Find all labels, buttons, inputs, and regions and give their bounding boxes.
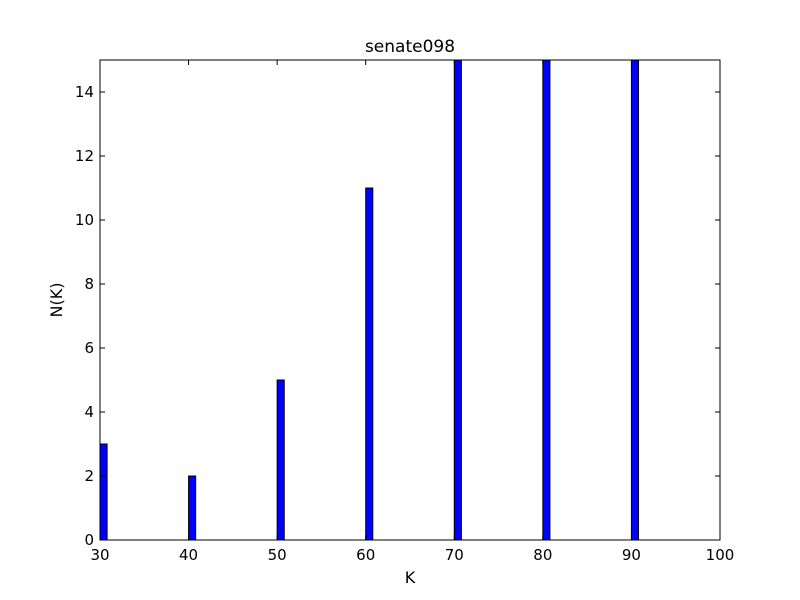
y-tick-label: 0 xyxy=(84,531,94,549)
bar-k-40 xyxy=(188,475,197,541)
x-tick-label: 40 xyxy=(179,546,198,564)
y-tick-label: 4 xyxy=(84,403,94,421)
chart-title: senate098 xyxy=(365,37,455,57)
ticks-group: 30 40 50 60 70 80 90 100 0 2 4 6 8 10 12 14 xyxy=(75,60,734,564)
x-tick-label: 100 xyxy=(706,546,735,564)
bar-k-30 xyxy=(99,443,108,541)
bar-k-80 xyxy=(542,59,551,541)
y-tick-label: 8 xyxy=(84,275,94,293)
y-axis-label: N(K) xyxy=(47,283,66,318)
y-tick-label: 2 xyxy=(84,467,94,485)
x-axis-label: K xyxy=(405,568,416,587)
bar-k-60 xyxy=(365,187,374,541)
bar-k-70 xyxy=(453,59,462,541)
x-tick-label: 80 xyxy=(533,546,552,564)
bar-k-50 xyxy=(276,379,285,541)
y-tick-label: 14 xyxy=(75,83,94,101)
axes-frame xyxy=(99,59,721,541)
y-tick-label: 10 xyxy=(75,211,94,229)
y-tick-label: 6 xyxy=(84,339,94,357)
x-tick-label: 50 xyxy=(268,546,287,564)
y-tick-label: 12 xyxy=(75,147,94,165)
x-tick-label: 30 xyxy=(90,546,109,564)
x-tick-label: 70 xyxy=(445,546,464,564)
x-tick-label: 60 xyxy=(356,546,375,564)
bar-k-90 xyxy=(630,59,640,541)
x-tick-label: 90 xyxy=(622,546,641,564)
